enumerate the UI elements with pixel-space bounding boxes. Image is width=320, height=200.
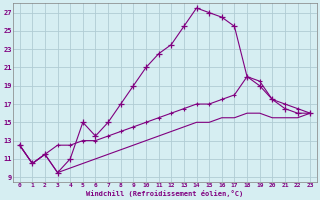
X-axis label: Windchill (Refroidissement éolien,°C): Windchill (Refroidissement éolien,°C) <box>86 190 244 197</box>
